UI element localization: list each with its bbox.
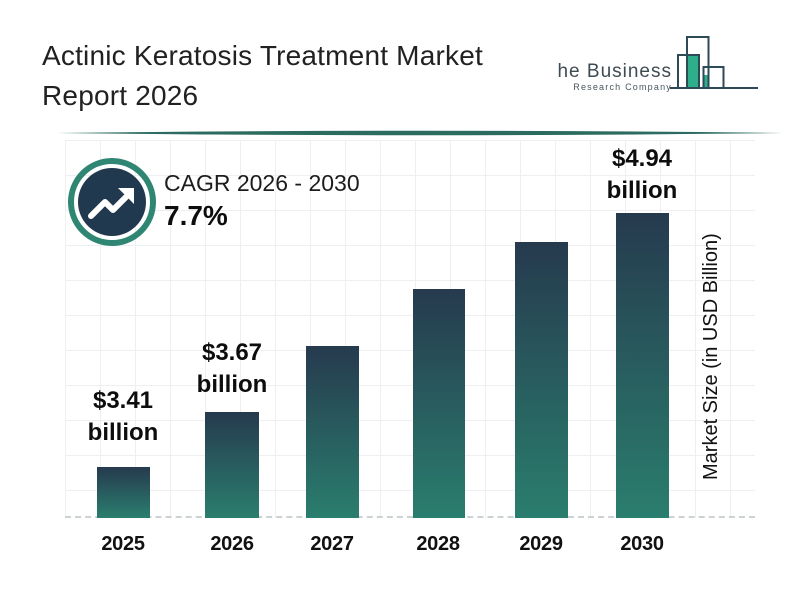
value-2026-amount: $3.67 — [201, 339, 263, 366]
x-tick-2025: 2025 — [101, 533, 145, 555]
value-label-2026: $3.67 billion — [167, 337, 297, 401]
page-title: Actinic Keratosis Treatment Market Repor… — [42, 36, 542, 116]
value-label-2025: $3.41 billion — [58, 385, 188, 449]
bar-2027 — [306, 346, 359, 518]
company-logo: The Business Research Company — [558, 36, 758, 92]
trending-up-icon — [68, 158, 156, 246]
page-title-line2: Report 2026 — [42, 80, 199, 111]
cagr-value: 7.7% — [164, 200, 228, 231]
x-tick-2028: 2028 — [416, 533, 460, 555]
value-label-2030: $4.94 billion — [577, 143, 707, 207]
x-tick-2030: 2030 — [620, 533, 664, 555]
cagr-label: CAGR 2026 - 2030 — [164, 170, 360, 196]
bar-2028 — [413, 289, 465, 518]
bar-2025 — [97, 467, 150, 518]
bar-2029 — [515, 242, 568, 518]
value-2025-amount: $3.41 — [92, 387, 154, 414]
y-axis-label: Market Size (in USD Billion) — [700, 233, 722, 481]
logo-name: The Business — [558, 61, 672, 82]
value-2025-unit: billion — [87, 419, 159, 446]
bar-2026 — [205, 412, 259, 518]
value-2030-unit: billion — [606, 177, 678, 204]
value-2026-unit: billion — [196, 371, 268, 398]
page-title-line1: Actinic Keratosis Treatment Market — [42, 40, 483, 71]
value-2030-amount: $4.94 — [611, 145, 673, 172]
header-divider — [57, 130, 783, 136]
x-tick-2029: 2029 — [519, 533, 563, 555]
bar-chart-skyline-icon — [670, 36, 758, 89]
x-tick-2027: 2027 — [310, 533, 354, 555]
logo-subname: Research Company — [573, 82, 672, 92]
x-tick-2026: 2026 — [210, 533, 254, 555]
bar-2030 — [616, 213, 669, 518]
